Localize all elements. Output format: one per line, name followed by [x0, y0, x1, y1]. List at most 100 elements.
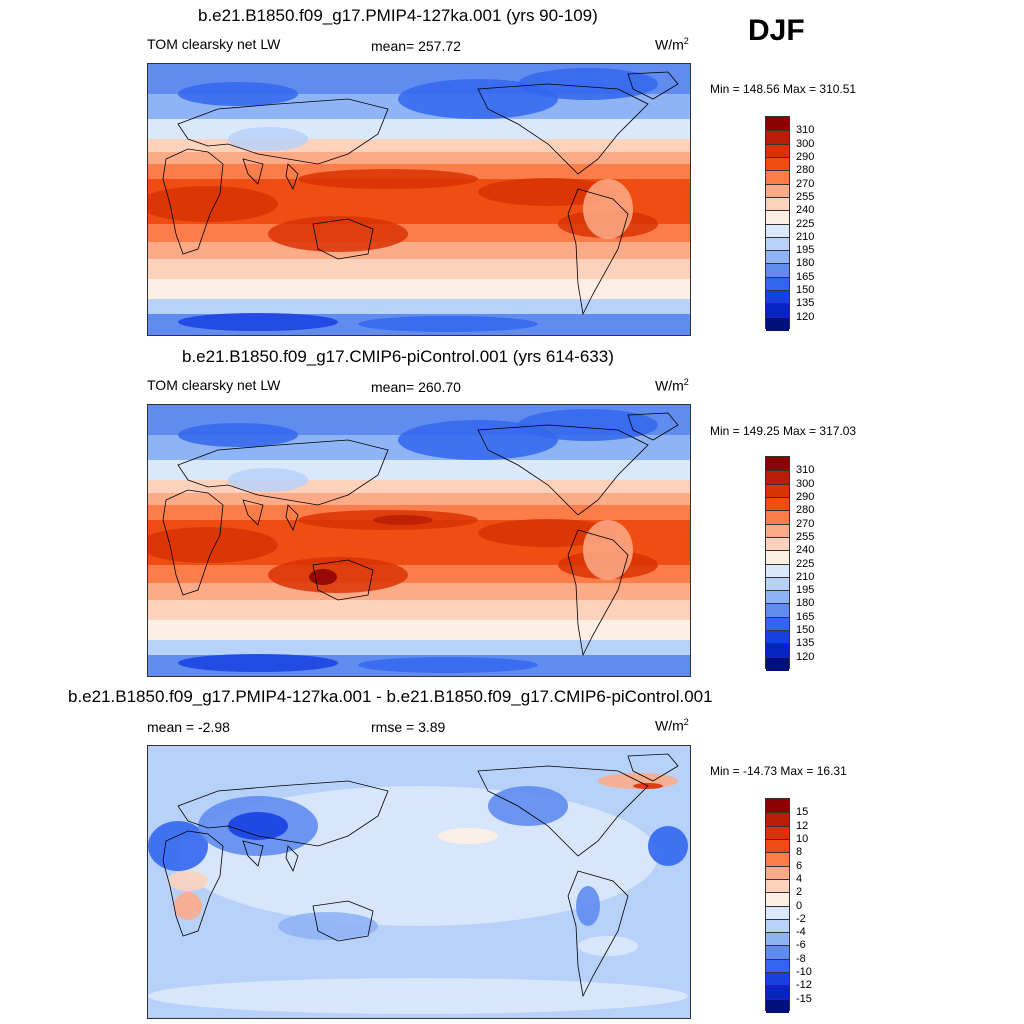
colorbar-tick-label: 10	[796, 832, 809, 845]
panel-3-map	[147, 745, 691, 1019]
season-label: DJF	[748, 14, 805, 47]
colorbar-tick-label: 225	[796, 217, 815, 230]
colorbar-tick-label: 135	[796, 297, 815, 310]
panel-3-title: b.e21.B1850.f09_g17.PMIP4-127ka.001 - b.…	[68, 687, 713, 706]
colorbar-tick-label: 255	[796, 190, 815, 203]
panel-3-units: W/m2	[655, 717, 689, 734]
panel-2-units: W/m2	[655, 377, 689, 394]
colorbar-box	[766, 183, 789, 198]
panel-3-minmax: Min = -14.73 Max = 16.31	[710, 764, 847, 778]
colorbar-box	[766, 656, 789, 671]
colorbar-box	[766, 457, 789, 471]
colorbar-tick-label: -4	[796, 926, 806, 939]
panel-2-title: b.e21.B1850.f09_g17.CMIP6-piControl.001 …	[182, 347, 614, 366]
panel-3-mean-label: mean = -2.98	[147, 719, 230, 735]
colorbar-tick-label: 150	[796, 284, 815, 297]
colorbar-box	[766, 590, 789, 605]
colorbar-box	[766, 905, 789, 920]
colorbar-tick-label: 290	[796, 490, 815, 503]
panel-1-mean-label: mean= 257.72	[371, 38, 461, 54]
panel-1-variable-label: TOM clearsky net LW	[147, 36, 281, 52]
colorbar-box	[766, 196, 789, 212]
colorbar-box	[766, 603, 789, 618]
panel-1-map	[147, 63, 691, 336]
colorbar-tick-label: 12	[796, 819, 809, 832]
colorbar-box	[766, 290, 789, 305]
colorbar-box	[766, 523, 789, 538]
panel-3-rmse-label: rmse = 3.89	[371, 719, 446, 735]
colorbar-box	[766, 616, 789, 632]
colorbar-tick-label: 270	[796, 517, 815, 530]
colorbar-box	[766, 838, 789, 854]
colorbar-tick-label: 6	[796, 859, 803, 872]
colorbar-box	[766, 825, 789, 840]
colorbar-box	[766, 250, 789, 265]
panel-2-mean-label: mean= 260.70	[371, 379, 461, 395]
colorbar-tick-label: 195	[796, 244, 815, 257]
colorbar-tick-label: 240	[796, 204, 815, 217]
colorbar-tick-label: -12	[796, 979, 812, 992]
colorbar-tick-label: 120	[796, 650, 815, 663]
colorbar-box	[766, 865, 789, 880]
colorbar-tick-label: 255	[796, 530, 815, 543]
colorbar-box	[766, 496, 789, 512]
colorbar-tick-label: 165	[796, 610, 815, 623]
colorbar-tick-label: 150	[796, 624, 815, 637]
colorbar-box	[766, 117, 789, 131]
panel-1-colorbar: 310 300 290 280 270 255 240 225 210 195 180 165 150 1…	[765, 116, 814, 331]
panel-2-minmax: Min = 149.25 Max = 317.03	[710, 424, 857, 438]
colorbar-box	[766, 223, 789, 238]
colorbar-box	[766, 143, 789, 158]
colorbar-box	[766, 958, 789, 974]
colorbar-tick-label: 210	[796, 230, 815, 243]
colorbar-tick-label: 120	[796, 310, 815, 323]
colorbar-box	[766, 130, 789, 145]
colorbar-tick-label: 15	[796, 806, 809, 819]
panel-2-colorbar: 310 300 290 280 270 255 240 225 210 195 180 165 150 1…	[765, 456, 814, 671]
colorbar-tick-label: 310	[796, 464, 815, 477]
colorbar-tick-label: 280	[796, 504, 815, 517]
colorbar-box	[766, 985, 789, 1000]
colorbar-box	[766, 878, 789, 894]
colorbar-box	[766, 536, 789, 552]
colorbar-tick-label: 8	[796, 846, 803, 859]
panel-3-colorbar: 15 12 10 8 6 4 2 0 -2 -4 -6 -8 -10 -12 -15	[765, 798, 812, 1013]
colorbar-box	[766, 550, 789, 565]
colorbar-tick-label: 210	[796, 570, 815, 583]
colorbar-box	[766, 812, 789, 827]
colorbar-tick-label: 240	[796, 544, 815, 557]
colorbar-box	[766, 643, 789, 658]
colorbar-tick-label: -15	[796, 992, 812, 1005]
colorbar-box	[766, 998, 789, 1013]
colorbar-box	[766, 316, 789, 331]
panel-1-units: W/m2	[655, 36, 689, 53]
colorbar-tick-label: -2	[796, 912, 806, 925]
colorbar-box	[766, 918, 789, 934]
colorbar-tick-label: -10	[796, 966, 812, 979]
colorbar-box	[766, 263, 789, 278]
colorbar-tick-label: 0	[796, 899, 803, 912]
colorbar-box	[766, 630, 789, 645]
colorbar-tick-label: 300	[796, 137, 815, 150]
colorbar-box	[766, 932, 789, 947]
colorbar-box	[766, 945, 789, 960]
colorbar-box	[766, 236, 789, 252]
colorbar-box	[766, 852, 789, 867]
colorbar-box	[766, 972, 789, 987]
colorbar-tick-label: 180	[796, 597, 815, 610]
colorbar-tick-label: 2	[796, 886, 803, 899]
colorbar-tick-label: -8	[796, 952, 806, 965]
colorbar-tick-label: 270	[796, 177, 815, 190]
panel-2-map	[147, 404, 691, 677]
panel-1-title: b.e21.B1850.f09_g17.PMIP4-127ka.001 (yrs…	[198, 6, 598, 25]
colorbar-box	[766, 510, 789, 525]
colorbar-box	[766, 563, 789, 578]
colorbar-box	[766, 170, 789, 185]
colorbar-tick-label: 290	[796, 150, 815, 163]
colorbar-tick-label: 4	[796, 872, 803, 885]
colorbar-tick-label: 310	[796, 124, 815, 137]
panel-2-variable-label: TOM clearsky net LW	[147, 377, 281, 393]
colorbar-tick-label: 280	[796, 164, 815, 177]
colorbar-tick-label: -6	[796, 939, 806, 952]
colorbar-tick-label: 135	[796, 637, 815, 650]
